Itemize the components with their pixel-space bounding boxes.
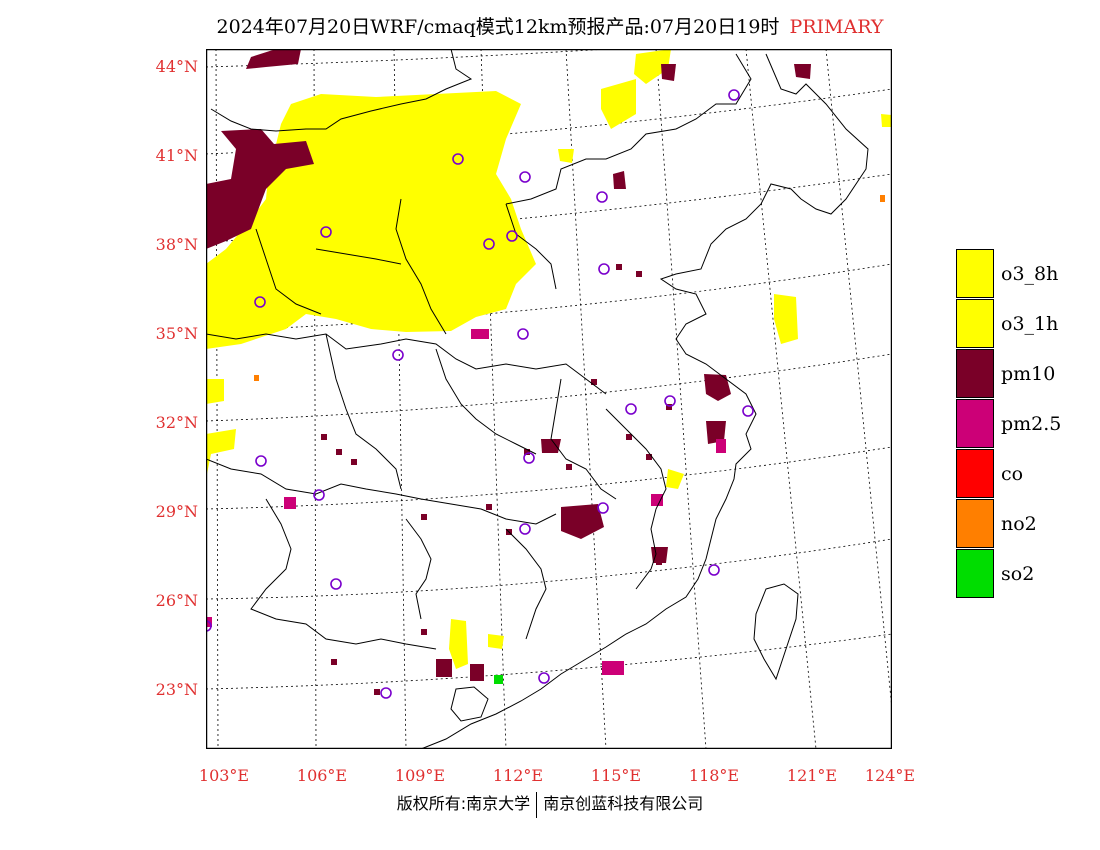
x-axis-label-112e: 112°E bbox=[492, 766, 544, 785]
legend-label-o3-8h: o3_8h bbox=[1001, 263, 1059, 285]
legend-label-o3-1h: o3_1h bbox=[1001, 313, 1059, 335]
legend-swatch-pm25 bbox=[956, 399, 994, 448]
station-markers bbox=[206, 89, 754, 699]
pm10-areas bbox=[206, 49, 811, 681]
legend-swatch-o3-8h bbox=[956, 249, 994, 298]
footer-separator bbox=[536, 791, 538, 818]
legend-swatch-co bbox=[956, 449, 994, 498]
so2-cell bbox=[494, 675, 503, 684]
x-axis-label-118e: 118°E bbox=[688, 766, 740, 785]
legend-label-pm10: pm10 bbox=[1001, 363, 1056, 385]
title-tag: PRIMARY bbox=[789, 16, 884, 38]
legend-label-pm25: pm2.5 bbox=[1001, 413, 1062, 435]
y-axis-label-32n: 32°N bbox=[155, 413, 198, 432]
legend-swatch-so2 bbox=[956, 549, 994, 598]
y-axis-label-44n: 44°N bbox=[155, 57, 198, 76]
map-frame bbox=[206, 49, 892, 749]
legend-swatch-o3-1h bbox=[956, 299, 994, 348]
no2-cell-2 bbox=[254, 375, 259, 381]
legend-swatch-pm10 bbox=[956, 349, 994, 398]
x-axis-label-106e: 106°E bbox=[296, 766, 348, 785]
legend-label-no2: no2 bbox=[1001, 513, 1037, 535]
no2-cell bbox=[880, 195, 885, 202]
boundaries bbox=[206, 49, 869, 749]
footer-company: 南京创蓝科技有限公司 bbox=[543, 794, 704, 813]
forecast-map bbox=[206, 49, 892, 749]
x-axis-label-109e: 109°E bbox=[394, 766, 446, 785]
map-title: 2024年07月20日WRF/cmaq模式12km预报产品:07月20日19时 P… bbox=[0, 12, 1100, 39]
y-axis-label-29n: 29°N bbox=[155, 502, 198, 521]
y-axis-label-23n: 23°N bbox=[155, 680, 198, 699]
x-axis-label-103e: 103°E bbox=[198, 766, 250, 785]
x-axis-label-115e: 115°E bbox=[590, 766, 642, 785]
copyright-footer: 版权所有:南京大学 南京创蓝科技有限公司 bbox=[0, 790, 1100, 818]
legend-label-co: co bbox=[1001, 463, 1024, 485]
x-axis-label-121e: 121°E bbox=[786, 766, 838, 785]
y-axis-label-35n: 35°N bbox=[155, 324, 198, 343]
o3-areas bbox=[206, 49, 892, 669]
y-axis-label-26n: 26°N bbox=[155, 591, 198, 610]
legend-label-so2: so2 bbox=[1001, 563, 1035, 585]
y-axis-label-38n: 38°N bbox=[155, 235, 198, 254]
footer-owner: 版权所有:南京大学 bbox=[396, 794, 531, 813]
y-axis-label-41n: 41°N bbox=[155, 146, 198, 165]
title-main: 2024年07月20日WRF/cmaq模式12km预报产品:07月20日19时 bbox=[216, 16, 780, 38]
x-axis-label-124e: 124°E bbox=[864, 766, 916, 785]
legend-swatch-no2 bbox=[956, 499, 994, 548]
